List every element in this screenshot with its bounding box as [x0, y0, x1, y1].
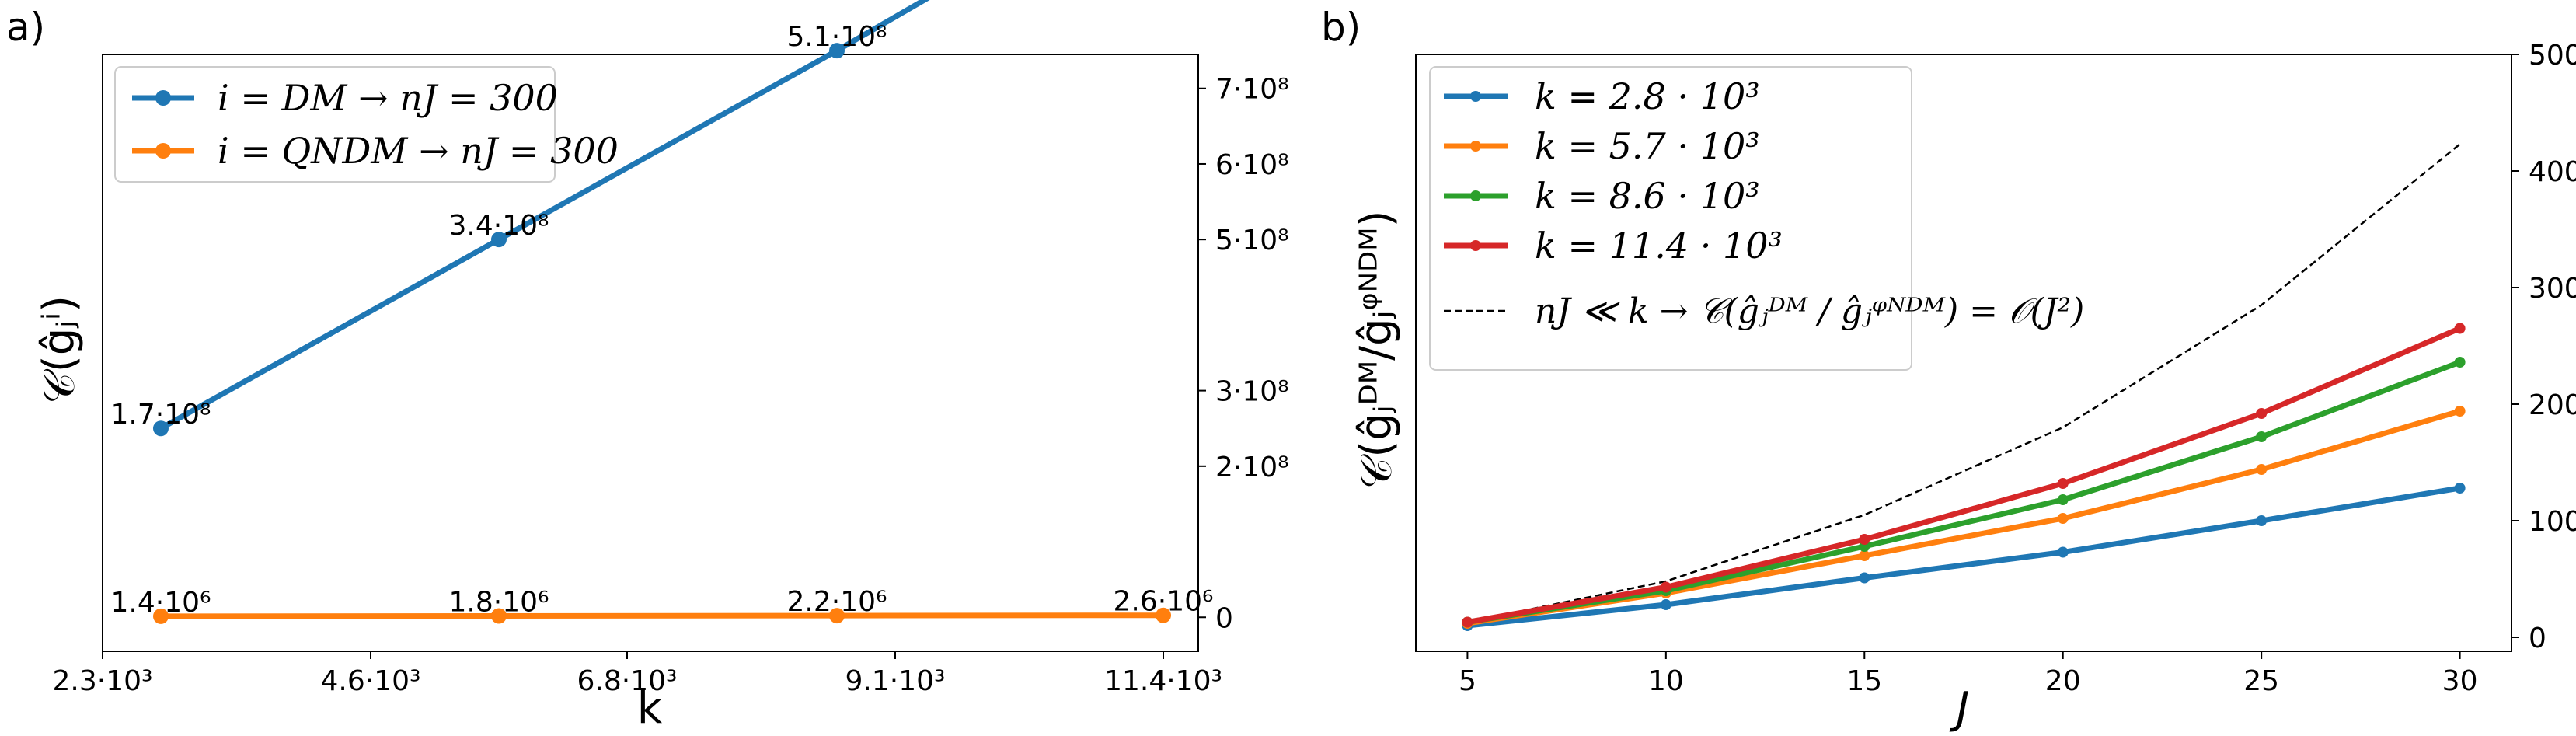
data-label: 2.2·10⁶ — [787, 586, 887, 618]
panel-b-x-ticks: 5 10 15 20 25 30 — [1459, 651, 2478, 697]
legend-a-qndm-marker — [155, 143, 171, 159]
legend-b-k4-marker — [1470, 240, 1481, 251]
panel-a-legend: i = DM → nJ = 300 i = QNDM → nJ = 300 — [114, 66, 619, 183]
y-tick-label: 0 — [1215, 602, 1233, 634]
data-label: 1.7·10⁸ — [111, 399, 211, 431]
y-tick-label: 500 — [2529, 40, 2576, 72]
series-line — [1466, 326, 2461, 625]
panel-a-legend-box — [114, 66, 556, 183]
panel-b-y-ticks: 0 100 200 300 400 500 — [2512, 40, 2576, 654]
y-tick-label: 2·10⁸ — [1215, 452, 1289, 483]
legend-b-k2-label: k = 5.7 · 10³ — [1535, 125, 1760, 167]
data-point — [2057, 478, 2069, 489]
reference-line — [1467, 143, 2461, 623]
data-point — [153, 420, 169, 437]
y-tick-label: 100 — [2529, 506, 2576, 538]
data-point — [1859, 534, 1870, 545]
data-point — [1859, 550, 1870, 561]
data-point — [2256, 431, 2268, 442]
panel-b-legend: k = 2.8 · 10³ k = 5.7 · 10³ k = 8.6 · 10… — [1429, 66, 2084, 371]
panel-b-label: b) — [1321, 5, 1361, 50]
x-tick-label: 15 — [1846, 665, 1882, 697]
legend-a-dm-marker — [155, 90, 171, 106]
data-point — [2256, 515, 2268, 526]
legend-a-dm-label: i = DM → nJ = 300 — [218, 77, 558, 119]
data-label: 1.8·10⁶ — [449, 587, 549, 619]
data-point — [1462, 616, 1473, 628]
legend-b-k2-marker — [1470, 141, 1481, 152]
panel-b-axes-frame — [1415, 54, 2512, 652]
y-tick-label: 3·10⁸ — [1215, 376, 1289, 408]
legend-b-ref-label: nJ ≪ k → 𝒞(ĝⱼᴰᴹ / ĝⱼᵠᴺᴰᴹ) = 𝒪(J²) — [1535, 291, 2084, 331]
y-tick-label: 200 — [2529, 389, 2576, 421]
data-label: 2.6·10⁶ — [1114, 586, 1214, 618]
data-point — [1156, 607, 1171, 623]
legend-b-k1-marker — [1470, 91, 1481, 102]
data-point — [829, 608, 845, 624]
x-tick-label: 5 — [1459, 665, 1476, 697]
legend-b-k1-label: k = 2.8 · 10³ — [1535, 75, 1760, 117]
x-tick-label: 6.8·10³ — [577, 665, 678, 697]
data-point — [2256, 464, 2268, 475]
legend-a-qndm-label: i = QNDM → nJ = 300 — [218, 130, 619, 172]
data-label: 3.4·10⁸ — [449, 210, 549, 242]
data-point — [491, 608, 507, 624]
data-point — [1660, 599, 1671, 610]
panel-a-x-ticks: 2.3·10³ 4.6·10³ 6.8·10³ 9.1·10³ 11.4·10³ — [53, 651, 1222, 697]
x-tick-label: 25 — [2243, 665, 2279, 697]
legend-b-k3-label: k = 8.6 · 10³ — [1535, 175, 1760, 217]
x-tick-label: 9.1·10³ — [845, 665, 946, 697]
series-line — [1466, 408, 2461, 626]
data-point — [491, 232, 507, 248]
data-label: 1.4·10⁶ — [111, 587, 211, 619]
legend-b-k4-label: k = 11.4 · 10³ — [1535, 225, 1783, 267]
x-tick-label: 4.6·10³ — [321, 665, 421, 697]
y-tick-label: 300 — [2529, 273, 2576, 305]
data-point — [2057, 494, 2069, 505]
data-point — [2057, 513, 2069, 524]
panel-a-label: a) — [6, 5, 45, 50]
y-tick-label: 0 — [2529, 623, 2546, 654]
x-tick-label: 20 — [2045, 665, 2081, 697]
panel-a-y-label: 𝒞(ĝⱼⁱ) — [34, 295, 85, 404]
series-line — [1466, 359, 2461, 625]
legend-b-k3-marker — [1470, 190, 1481, 201]
series-line — [159, 0, 930, 431]
x-tick-label: 2.3·10³ — [53, 665, 153, 697]
data-point — [2454, 483, 2466, 494]
panel-b-legend-box — [1429, 66, 1912, 371]
panel-a-x-label: k — [637, 683, 663, 734]
data-point — [829, 43, 845, 59]
panel-b-y-label: 𝒞(ĝⱼᴰᴹ/ĝⱼᵠᴺᴰᴹ) — [1351, 211, 1402, 490]
panel-b-x-label: J — [1949, 683, 1970, 734]
y-tick-label: 400 — [2529, 156, 2576, 188]
x-tick-label: 11.4·10³ — [1104, 665, 1222, 697]
data-point — [2454, 323, 2466, 334]
x-tick-label: 10 — [1648, 665, 1684, 697]
panel-a-series: 1.7·10⁸3.4·10⁸5.1·10⁸6.8·10⁸1.4·10⁶1.8·1… — [111, 0, 1214, 624]
data-point — [1660, 581, 1671, 593]
data-point — [153, 608, 169, 624]
data-point — [1859, 572, 1870, 584]
data-label: 5.1·10⁸ — [787, 21, 887, 53]
data-point — [2057, 546, 2069, 558]
panel-a-axes-frame — [102, 54, 1199, 652]
x-tick-label: 30 — [2442, 665, 2478, 697]
panel-b-series — [1462, 143, 2466, 631]
y-tick-label: 5·10⁸ — [1215, 225, 1289, 256]
data-point — [2454, 406, 2466, 417]
y-tick-label: 6·10⁸ — [1215, 149, 1289, 181]
y-tick-label: 7·10⁸ — [1215, 74, 1289, 106]
data-point — [2256, 408, 2268, 419]
series-line — [1467, 485, 2461, 629]
data-point — [2454, 357, 2466, 368]
panel-a-y-ticks: 0 2·10⁸ 3·10⁸ 5·10⁸ 6·10⁸ 7·10⁸ — [1198, 74, 1289, 634]
